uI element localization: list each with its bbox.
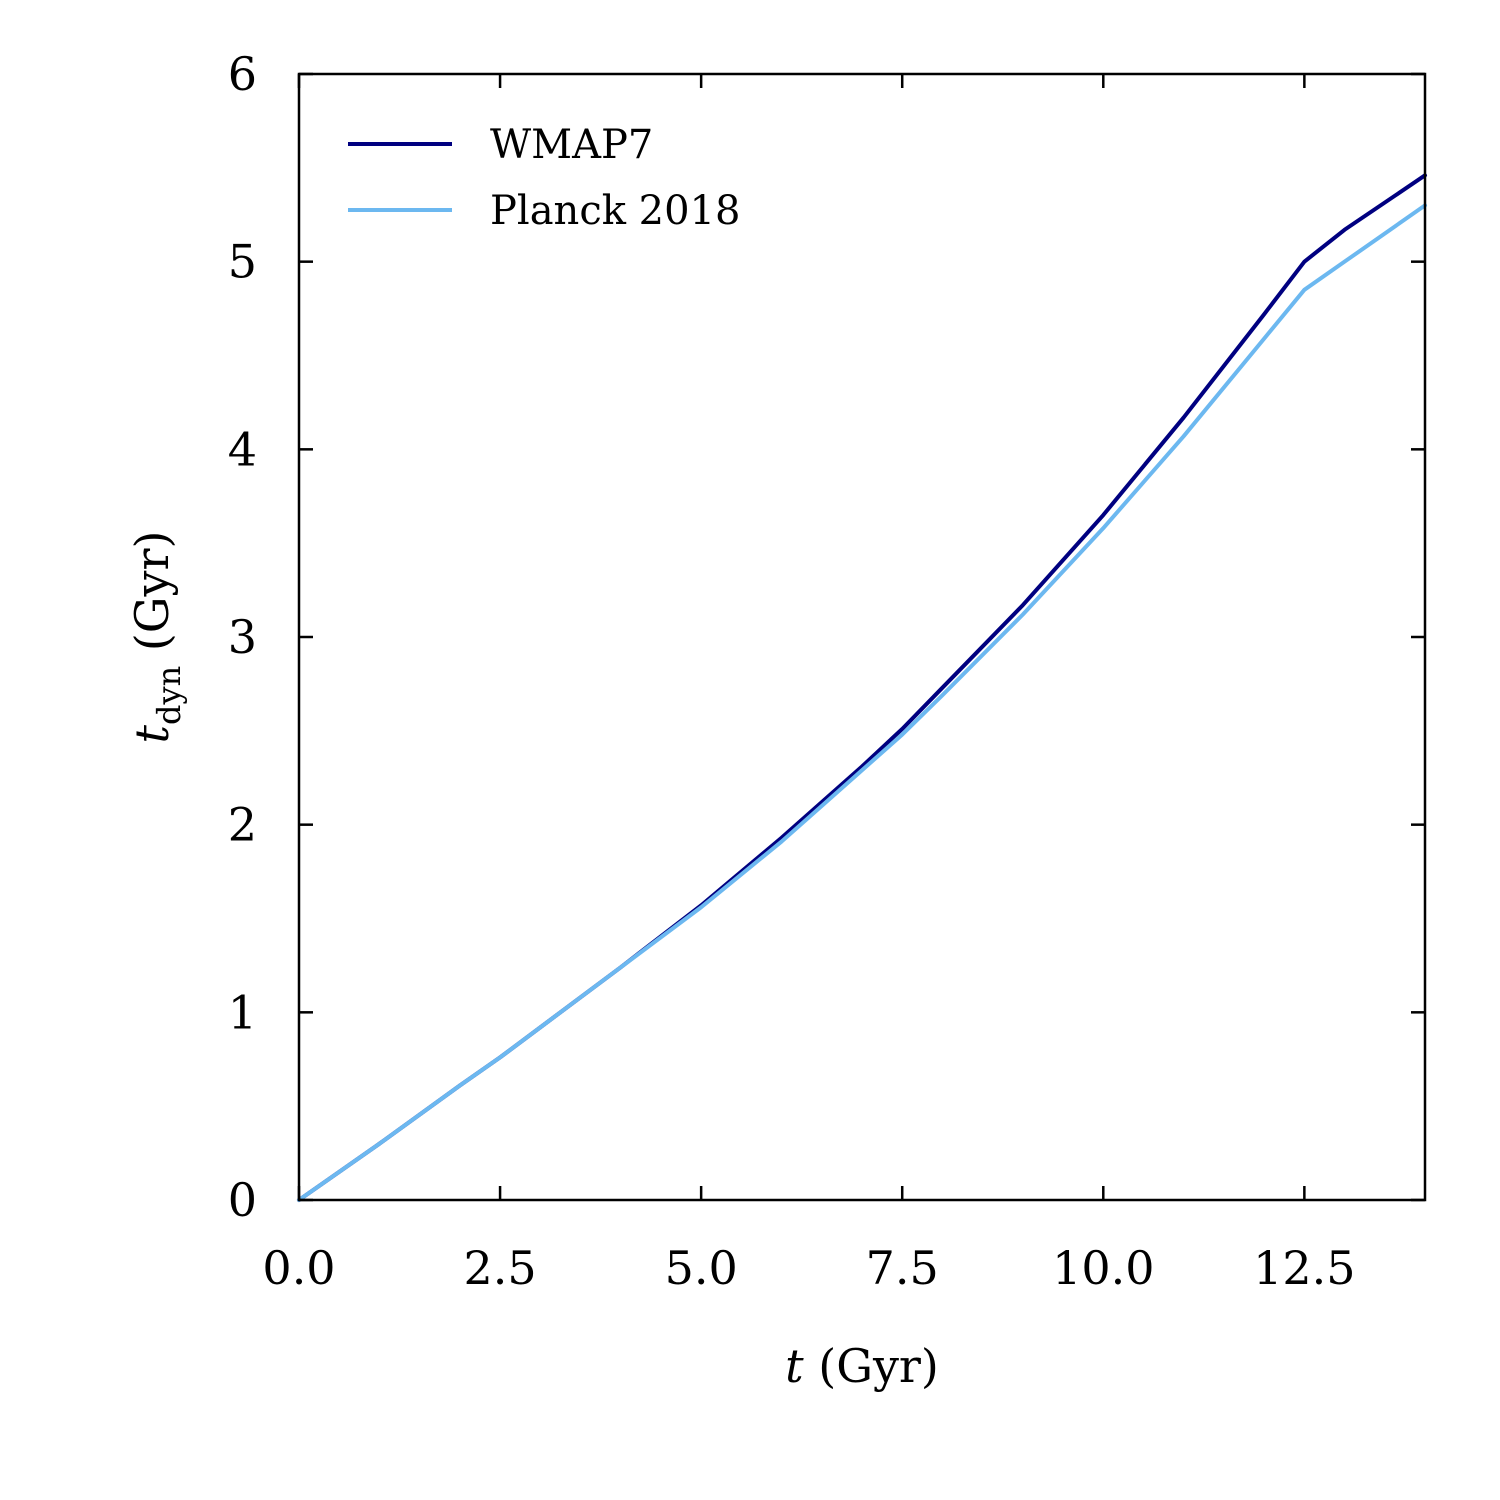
y-tick-label: 3 <box>228 610 257 664</box>
x-tick-label: 10.0 <box>1052 1241 1154 1295</box>
y-tick-label: 6 <box>228 47 257 101</box>
x-tick-label: 12.5 <box>1253 1241 1355 1295</box>
x-tick-label: 2.5 <box>463 1241 536 1295</box>
x-axis-var: t <box>785 1339 804 1393</box>
x-axis-title: t (Gyr) <box>785 1339 939 1393</box>
y-tick-label: 2 <box>228 798 257 852</box>
series-layer <box>297 173 1427 1202</box>
legend: WMAP7 Planck 2018 <box>348 122 740 234</box>
y-axis-var: t <box>125 724 179 743</box>
y-tick-label: 0 <box>228 1173 257 1227</box>
y-tick-label: 1 <box>228 985 257 1039</box>
x-tick-label: 0.0 <box>262 1241 335 1295</box>
x-tick-label: 7.5 <box>866 1241 939 1295</box>
legend-label-2: Planck 2018 <box>490 188 740 234</box>
y-axis-sub: dyn <box>150 666 188 725</box>
series-line-2 <box>297 203 1427 1202</box>
y-axis-title: tdyn (Gyr) <box>125 531 188 744</box>
ticks-layer: 0.0 2.5 5.0 7.5 10.0 12.5 0 1 2 3 4 5 6 <box>228 47 1425 1295</box>
x-tick-label: 5.0 <box>665 1241 738 1295</box>
x-axis-unit: (Gyr) <box>804 1339 939 1393</box>
y-tick-label: 4 <box>228 422 257 476</box>
y-tick-label: 5 <box>228 235 257 289</box>
plot-frame <box>297 72 1427 1202</box>
legend-label-1: WMAP7 <box>490 122 653 168</box>
series-line-1 <box>297 173 1427 1202</box>
y-axis-unit: (Gyr) <box>125 531 179 666</box>
